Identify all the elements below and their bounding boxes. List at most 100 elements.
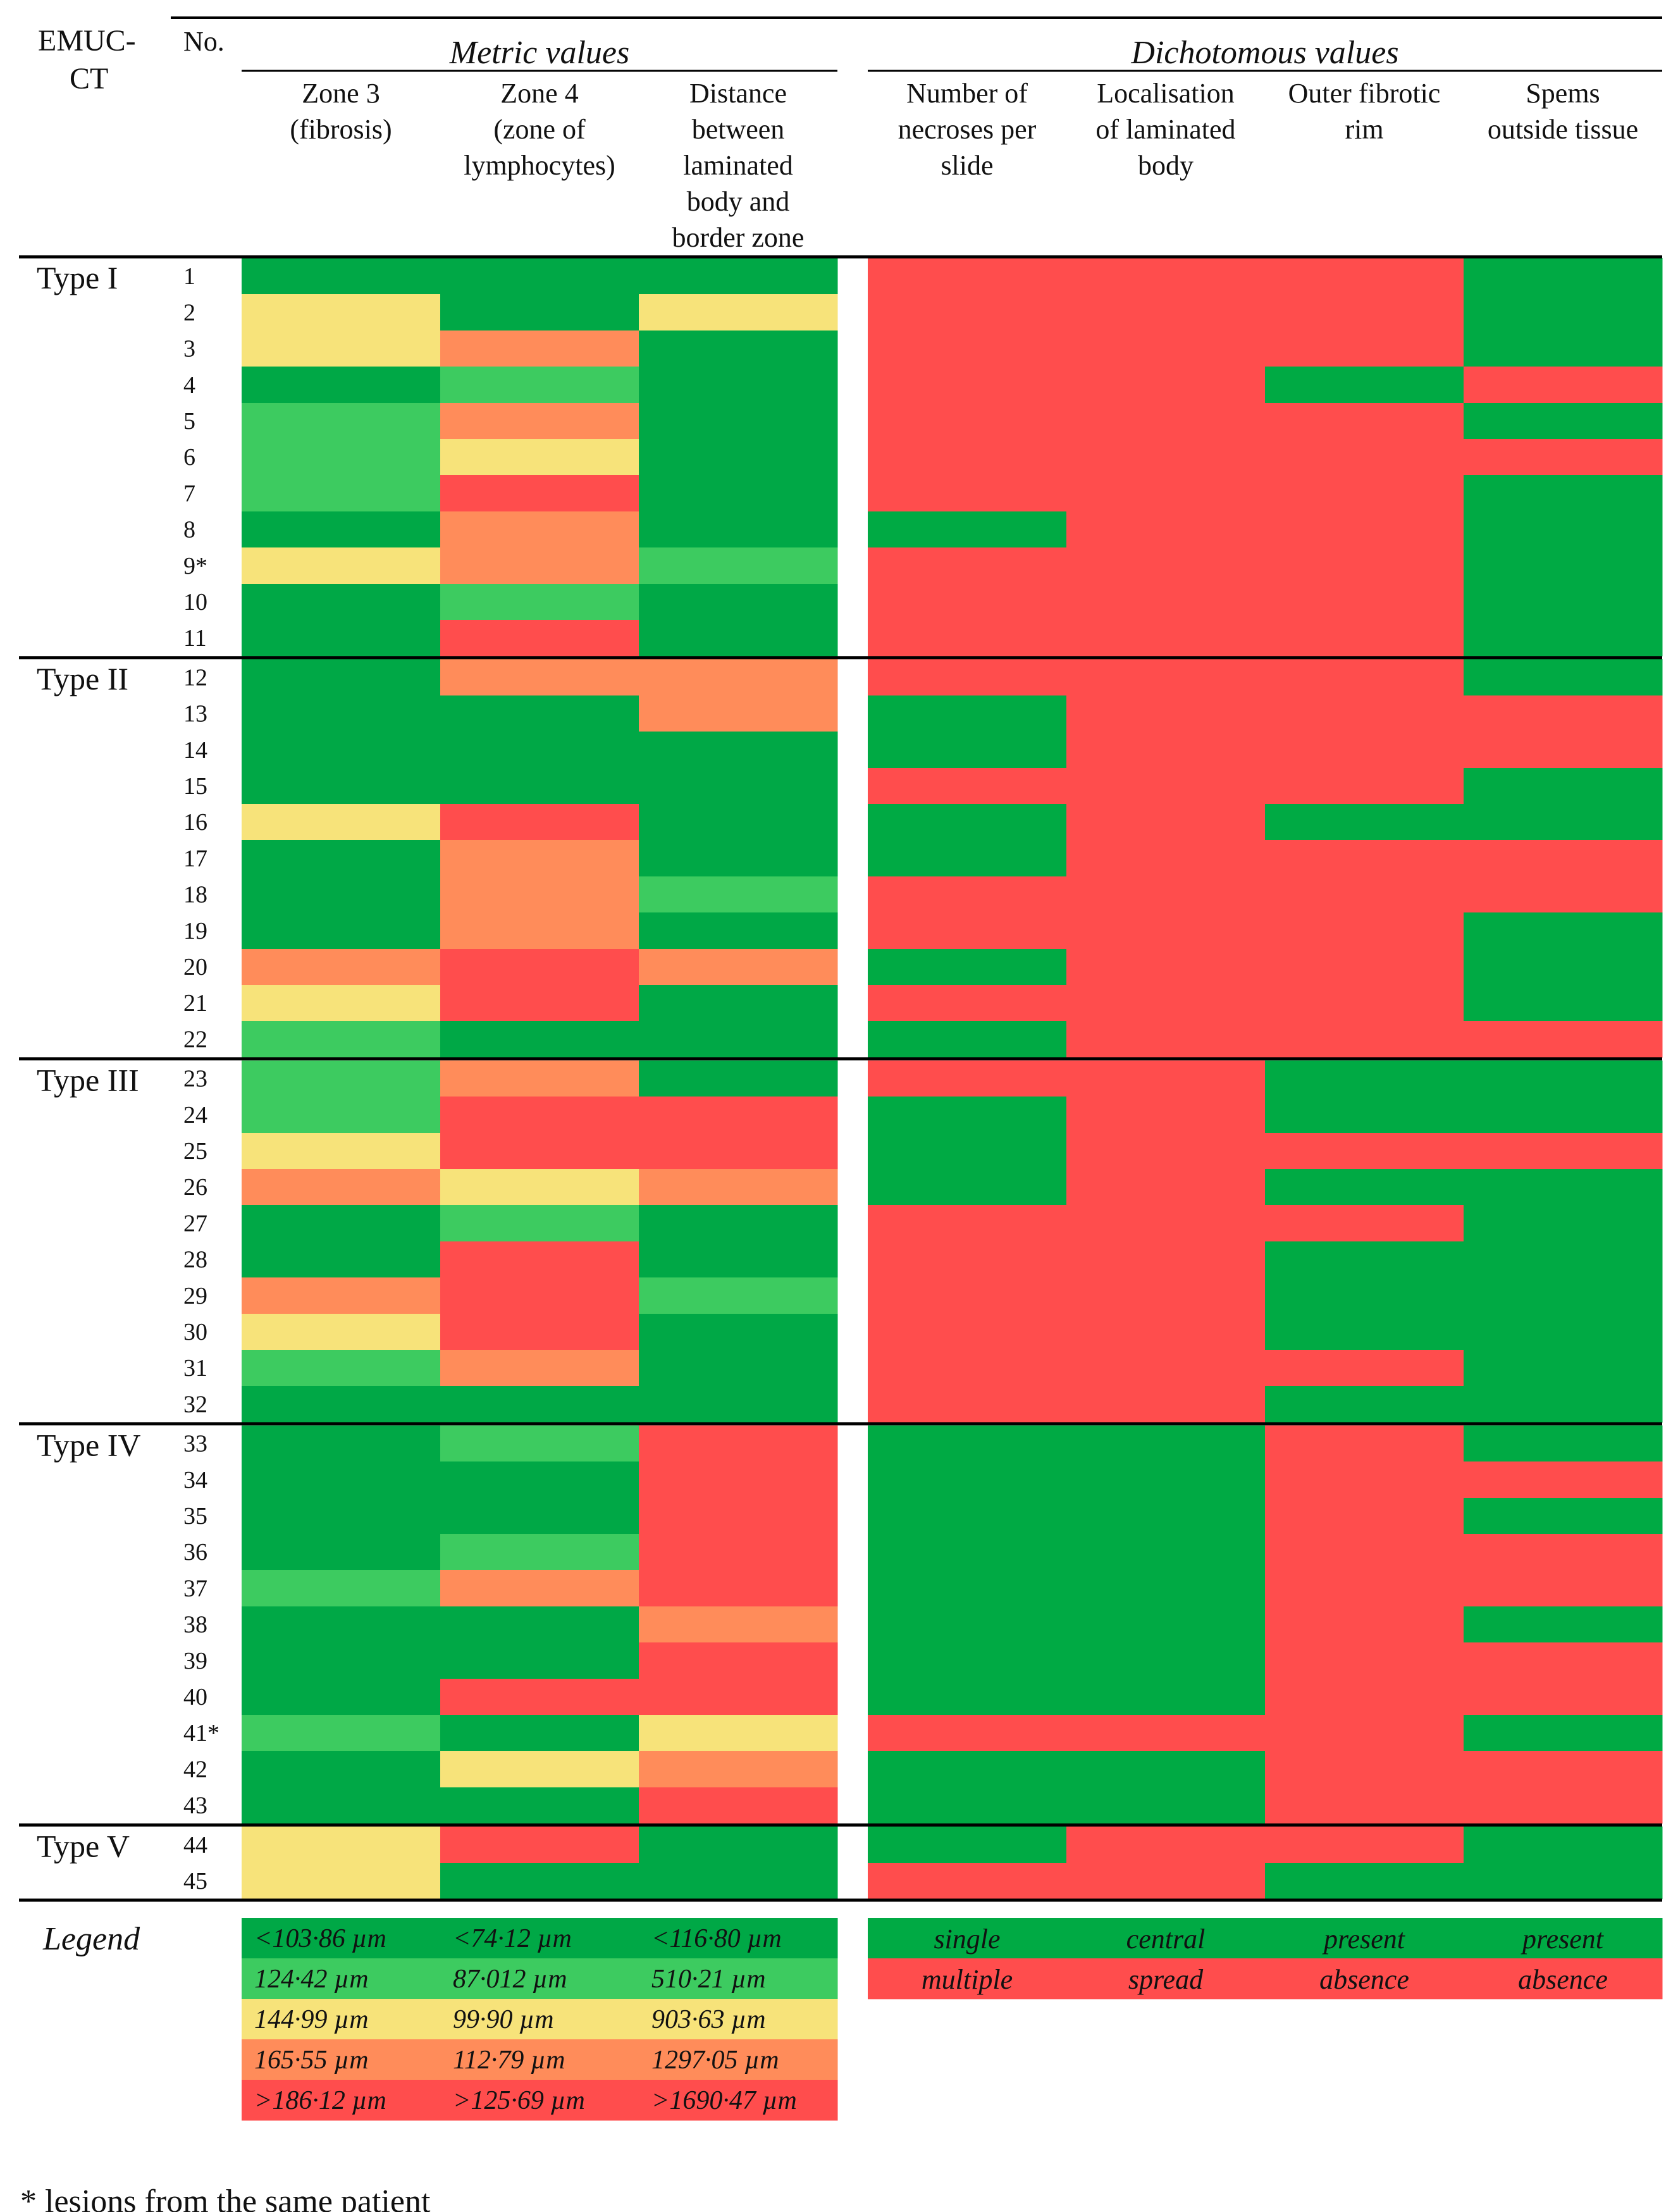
metric-cell: [639, 1169, 838, 1206]
legend-metric-swatch: [242, 2039, 441, 2080]
table-labels: 123456789*101112131415161718192021222324…: [20, 24, 1638, 2212]
legend-present-swatch: [868, 1918, 1067, 1959]
dichotomous-cell: [1464, 1313, 1663, 1350]
dichotomous-cell: [1464, 1132, 1663, 1170]
dichotomous-cell: [1265, 1313, 1464, 1350]
dichotomous-cell: [868, 1826, 1067, 1863]
metric-cell: [242, 1350, 441, 1387]
dichotomous-cell: [868, 876, 1067, 913]
row-number-label: 25: [183, 1138, 207, 1165]
dichotomous-cell: [1265, 547, 1464, 584]
dichotomous-cell: [1265, 475, 1464, 512]
dichotomous-cell: [1265, 620, 1464, 657]
dichotomous-cell: [868, 695, 1067, 732]
group-label: Type V: [37, 1829, 130, 1864]
dichotomous-cell: [1464, 1787, 1663, 1824]
metric-cell: [242, 767, 441, 805]
metric-cell: [440, 294, 639, 331]
metric-cell: [639, 1678, 838, 1715]
metric-cell: [639, 695, 838, 732]
group-label: Type I: [37, 260, 118, 295]
metric-cell: [440, 1096, 639, 1134]
row-number-label: 33: [183, 1431, 207, 1457]
row-number-label: 23: [183, 1066, 207, 1092]
metric-cell: [639, 1862, 838, 1900]
metric-cell: [440, 258, 639, 295]
header-emuc-label: EMUC-: [38, 24, 136, 58]
metric-cell: [440, 1386, 639, 1423]
metric-cell: [440, 1534, 639, 1571]
metric-cell: [440, 583, 639, 621]
metric-cell: [440, 1425, 639, 1462]
dichotomous-cell: [1066, 876, 1266, 913]
dichotomous-cell: [868, 1313, 1067, 1350]
metric-cell: [242, 547, 441, 584]
metric-cell: [440, 1277, 639, 1314]
dichotomous-cell: [1265, 1205, 1464, 1242]
row-number-label: 19: [183, 918, 207, 944]
dichotomous-cell: [1464, 475, 1663, 512]
metric-cell: [639, 1787, 838, 1824]
dichotomous-cell: [1464, 1021, 1663, 1058]
dichotomous-cell: [868, 1021, 1067, 1058]
metric-cell: [440, 1826, 639, 1863]
legend-metric-swatch: [440, 1958, 639, 1999]
legend-metric-label: <103·86 µm: [254, 1924, 386, 1953]
row-number-label: 26: [183, 1174, 207, 1201]
legend-absent-swatch: [1066, 1958, 1266, 1999]
row-number-label: 14: [183, 737, 207, 763]
dichotomous-cell: [1265, 1570, 1464, 1607]
metric-cell: [242, 1060, 441, 1097]
dichotomous-cell: [1265, 1678, 1464, 1715]
metric-column-header: laminated: [683, 150, 793, 181]
dichotomous-cell: [1066, 439, 1266, 476]
dichotomous-cell: [1066, 912, 1266, 949]
legend-title: Legend: [42, 1921, 140, 1957]
row-number-label: 34: [183, 1467, 207, 1493]
metric-cell: [242, 1461, 441, 1498]
metric-cell: [440, 695, 639, 732]
metric-column-header: Zone 4: [500, 78, 578, 109]
legend-absent-swatch: [868, 1958, 1067, 1999]
dichotomous-cell: [1265, 1461, 1464, 1498]
legend-metric-label: 903·63 µm: [651, 2005, 766, 2034]
dichotomous-cell: [1464, 366, 1663, 404]
metric-cell: [440, 547, 639, 584]
metric-cell: [440, 1678, 639, 1715]
dichotomous-cell: [1066, 1862, 1266, 1900]
metric-cell: [440, 620, 639, 657]
metric-cell: [639, 1461, 838, 1498]
row-number-label: 29: [183, 1283, 207, 1309]
dichotomous-cell: [1265, 1497, 1464, 1535]
dichotomous-cell: [1464, 912, 1663, 949]
dichotomous-cell: [1464, 1570, 1663, 1607]
dichotomous-cell: [868, 1169, 1067, 1206]
dichotomous-cell: [1464, 840, 1663, 877]
metric-cell: [639, 1606, 838, 1643]
metric-cell: [440, 876, 639, 913]
dichotomous-cell: [1066, 1386, 1266, 1423]
metric-column-header: (fibrosis): [290, 114, 392, 145]
legend-metric-label: 165·55 µm: [254, 2046, 369, 2075]
legend-metric-swatch: [242, 1999, 441, 2040]
legend-metric-swatch: [639, 1999, 838, 2040]
dichotomous-cell: [1265, 1132, 1464, 1170]
header-ct-label: CT: [70, 62, 108, 96]
dichotomous-cell: [1464, 985, 1663, 1022]
legend-present-swatch: [1265, 1918, 1464, 1959]
row-number-label: 41*: [183, 1720, 219, 1746]
metric-cell: [639, 511, 838, 548]
metric-cell: [242, 1642, 441, 1679]
metric-cell: [639, 258, 838, 295]
dichotomous-cell: [1066, 1642, 1266, 1679]
dichotomous-cell: [1265, 659, 1464, 696]
dichotomous-cell: [1265, 1350, 1464, 1387]
dichotomous-cell: [1464, 1751, 1663, 1788]
dichotomous-cell: [1265, 1826, 1464, 1863]
metric-cell: [639, 1534, 838, 1571]
metric-cell: [639, 1241, 838, 1278]
legend-metric-swatch: [639, 1918, 838, 1959]
metric-cell: [639, 985, 838, 1022]
legend-metric-label: <74·12 µm: [453, 1924, 572, 1953]
row-number-label: 43: [183, 1793, 207, 1819]
